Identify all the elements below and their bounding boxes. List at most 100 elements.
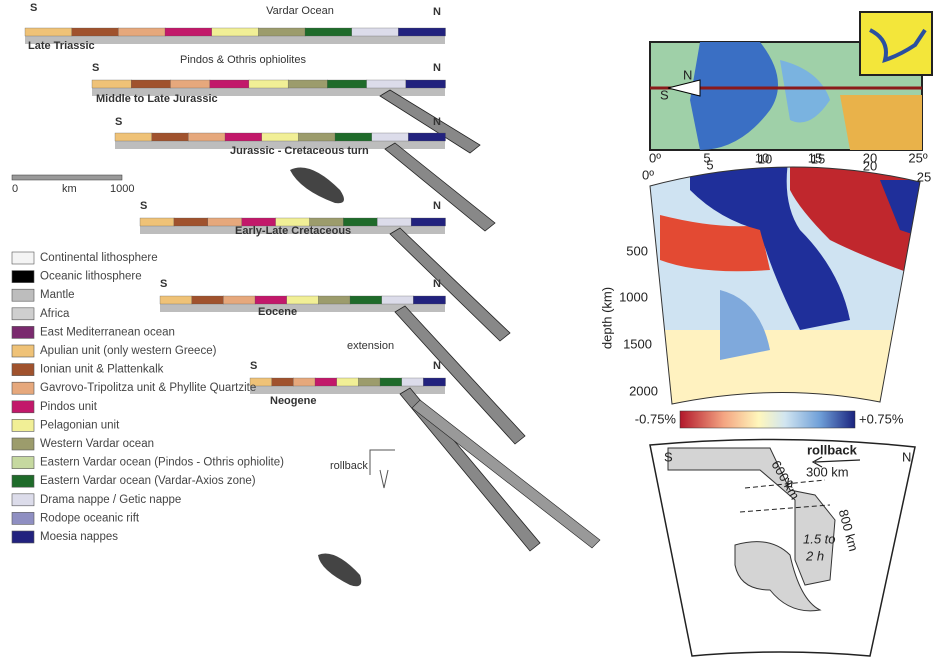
legend-swatch [12,382,34,394]
slab-remnant [290,168,344,204]
unit [272,378,294,386]
depth-tick-label: 500 [626,243,648,258]
arc-tick-label: 15 [811,151,825,166]
unit [382,296,414,304]
legend-swatch [12,494,34,506]
legend-swatch [12,419,34,431]
arc-tick-label: 5 [706,157,713,172]
legend-swatch [12,252,34,264]
unit [402,378,424,386]
unit [72,28,119,36]
legend-label: Pelagonian unit [40,419,120,431]
unit [327,80,367,88]
legend-swatch [12,308,34,320]
unit [152,133,189,141]
legend-label: Mantle [40,289,75,301]
unit [160,296,192,304]
unit [255,296,287,304]
legend-label: Africa [40,308,70,320]
unit [293,378,315,386]
unit [372,133,409,141]
legend-label: Gavrovo-Tripolitza unit & Phyllite Quart… [40,382,256,394]
unit [377,218,411,226]
unit [380,378,402,386]
slab-remnant [318,554,361,587]
s-label: S [92,62,99,74]
unit [318,296,350,304]
title: Vardar Ocean [266,5,334,17]
section-label: Late Triassic [28,40,95,52]
legend-swatch [12,271,34,283]
scale-label: km [62,183,77,195]
depth-tick-label: 1000 [619,289,648,304]
thickness-label: 1.5 to [803,531,836,546]
map-tick-label: 0º [649,150,661,165]
s-label: S [115,116,122,128]
unit [258,28,305,36]
legend-label: Apulian unit (only western Greece) [40,345,217,357]
unit [335,133,372,141]
figure: Late TriassicSNMiddle to Late JurassicSN… [0,0,936,659]
legend-label: Rodope oceanic rift [40,512,140,524]
section-label: Jurassic - Cretaceous turn [230,145,369,157]
left-panel: Late Triassic S N Middle to Late Jurassic S N… [12,2,600,586]
unit [413,296,445,304]
colorbar [680,411,855,428]
legend-swatch [12,401,34,413]
unit [358,378,380,386]
colorbar-label: -0.75% [635,411,677,426]
unit [287,296,319,304]
legend-label: Continental lithosphere [40,252,158,264]
axis-label: depth (km) [599,287,614,349]
unit [367,80,407,88]
scale-label: 1000 [110,183,134,195]
n-label: N [433,278,441,290]
unit [249,80,289,88]
legend-label: Drama nappe / Getic nappe [40,494,181,506]
unit [288,80,328,88]
arc-tick-label: 25 [917,169,931,184]
legend-swatch [12,475,34,487]
n-label: N [433,200,441,212]
unit [262,133,299,141]
s-label: S [250,360,257,372]
unit [408,133,445,141]
distance-label: 300 km [806,464,849,479]
right-panel: 0º510152025ºNS0º510152025500100015002000… [599,12,932,656]
unit [131,80,171,88]
legend-label: Moesia nappes [40,531,118,543]
n-label: N [433,6,441,18]
slab [385,143,495,231]
map-s: S [660,87,669,102]
s-label: S [140,200,147,212]
unit [298,133,335,141]
unit [406,80,446,88]
unit [315,378,337,386]
legend-swatch [12,345,34,357]
unit [411,218,445,226]
map-n: N [683,67,692,82]
n-label: N [433,360,441,372]
s-label: S [30,2,37,14]
unit [174,218,208,226]
unit [140,218,174,226]
thickness-label: h [786,475,793,490]
colorbar-label: +0.75% [859,411,904,426]
annotation: extension [347,340,394,352]
inset-map [860,12,932,75]
legend-swatch [12,512,34,524]
section-label: Neogene [270,395,316,407]
legend-label: Ionian unit & Plattenkalk [40,364,164,376]
n-label: N [433,62,441,74]
arc-tick-label: 10 [758,151,772,166]
section-label: Middle to Late Jurassic [96,93,218,105]
arrow [370,450,395,488]
s-label: S [664,449,673,464]
unit [170,80,210,88]
arc-tick-label: 0º [642,167,654,182]
legend-swatch [12,457,34,469]
unit [210,80,250,88]
section-label: Eocene [258,306,297,318]
s-label: S [160,278,167,290]
map-land [840,95,922,150]
